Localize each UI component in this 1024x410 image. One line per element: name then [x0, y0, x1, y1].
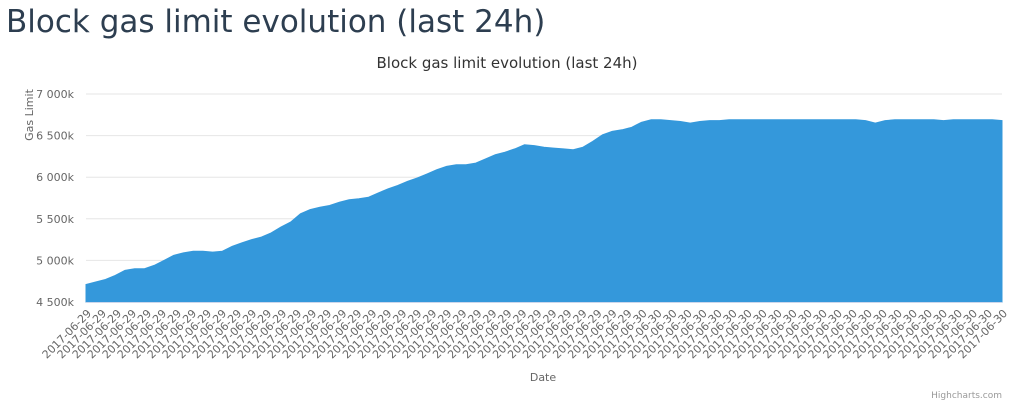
y-tick-label: 7 000k — [36, 88, 74, 101]
gas-limit-area[interactable] — [85, 119, 1003, 303]
chart-title: Block gas limit evolution (last 24h) — [377, 54, 638, 72]
x-axis: 2017-06-292017-06-292017-06-292017-06-29… — [40, 302, 1010, 361]
y-tick-label: 6 000k — [36, 171, 74, 184]
area-series — [85, 119, 1003, 303]
y-tick-label: 5 000k — [36, 254, 74, 267]
x-axis-title: Date — [530, 371, 557, 384]
y-tick-label: 5 500k — [36, 213, 74, 226]
y-tick-label: 6 500k — [36, 130, 74, 143]
y-axis: 4 500k 5 000k 5 500k 6 000k 6 500k 7 000k — [36, 88, 74, 309]
y-tick-label: 4 500k — [36, 296, 74, 309]
credits-link[interactable]: Highcharts.com — [931, 391, 1002, 401]
y-axis-title: Gas Limit — [23, 88, 36, 140]
page-title: Block gas limit evolution (last 24h) — [6, 4, 546, 40]
